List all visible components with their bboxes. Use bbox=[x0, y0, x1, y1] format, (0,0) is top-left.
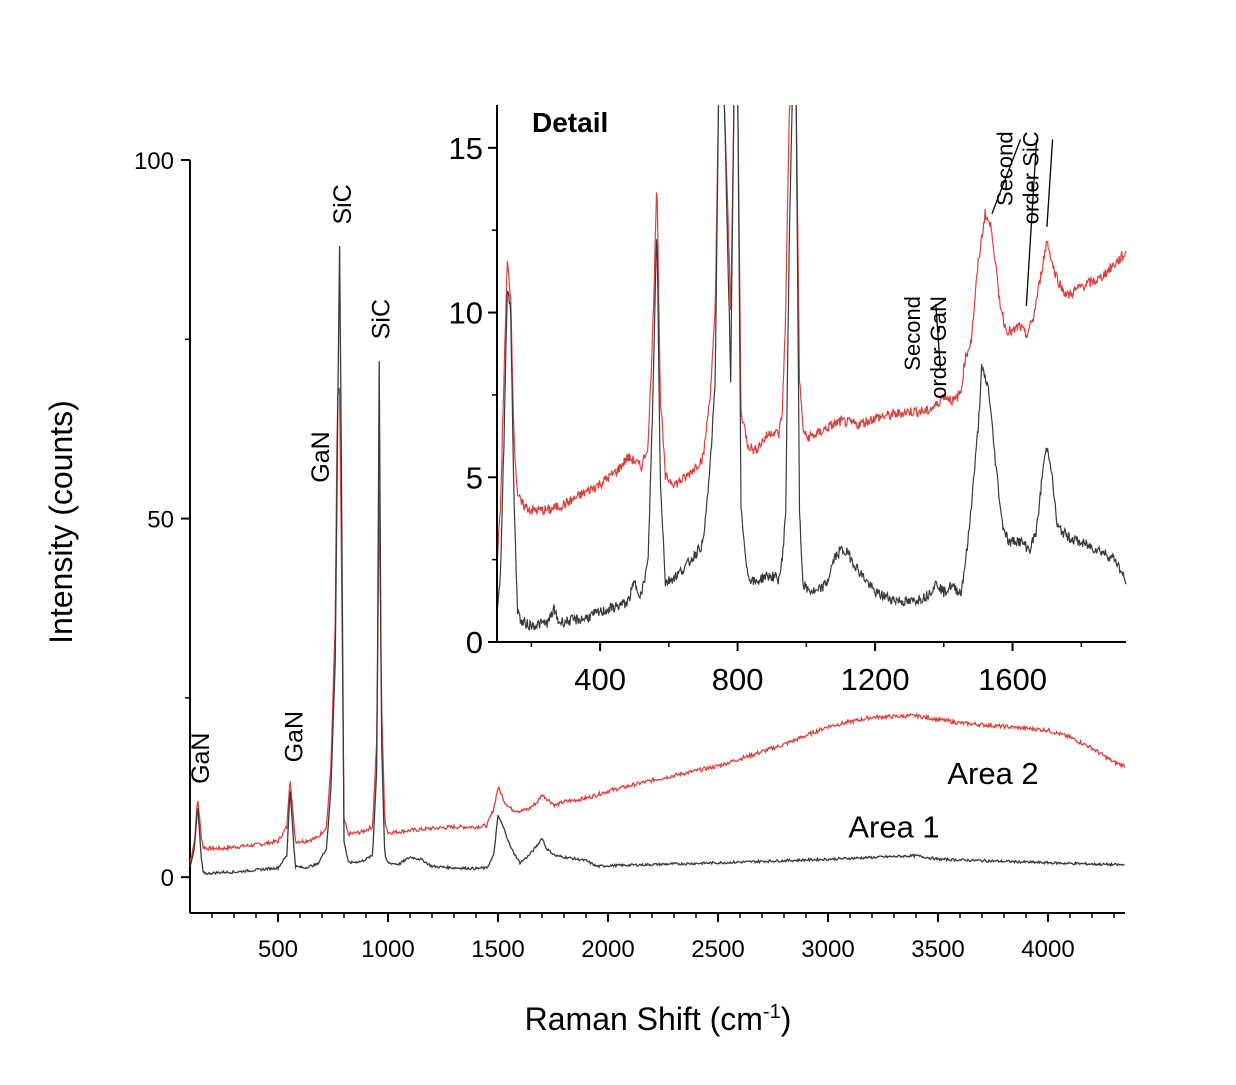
inset-series-area-1 bbox=[496, 74, 1127, 632]
annotation-line: Second bbox=[900, 296, 925, 371]
x-title-tail: ) bbox=[781, 1001, 792, 1037]
main-x-tick-label: 4000 bbox=[1021, 936, 1074, 963]
annotation-leader-sic bbox=[1046, 139, 1054, 227]
inset-series-area-2 bbox=[496, 76, 1127, 565]
main-x-axis-title: Raman Shift (cm-1) bbox=[525, 1001, 792, 1037]
inset-y-tick-label: 0 bbox=[466, 625, 483, 660]
annotation-leader-gan bbox=[935, 304, 942, 369]
area-label: Area 2 bbox=[947, 756, 1038, 791]
inset-y-ticks: 0 5 10 15 bbox=[449, 131, 497, 660]
main-y-tick-label: 0 bbox=[161, 865, 174, 892]
inset-title: Detail bbox=[532, 107, 608, 138]
inset-y-tick-label: 10 bbox=[449, 296, 483, 331]
peak-label: GaN bbox=[280, 711, 308, 762]
inset-mask-top bbox=[497, 60, 1137, 105]
annotation-line: Second bbox=[993, 131, 1018, 206]
main-y-ticks: 0 50 100 bbox=[134, 148, 190, 892]
area-label: Area 1 bbox=[848, 810, 939, 845]
inset-x-tick-label: 800 bbox=[712, 662, 764, 697]
main-y-tick-label: 50 bbox=[147, 507, 174, 534]
main-peak-labels: GaN GaN GaN SiC SiC bbox=[187, 184, 395, 784]
main-series-group bbox=[189, 245, 1126, 876]
main-x-tick-label: 2000 bbox=[581, 936, 634, 963]
annotation-leader-sic bbox=[991, 139, 1022, 214]
peak-label: GaN bbox=[307, 431, 335, 482]
peak-label: SiC bbox=[329, 184, 357, 224]
main-x-tick-label: 1500 bbox=[471, 936, 524, 963]
main-y-tick-label: 100 bbox=[134, 148, 174, 175]
main-x-tick-label: 1000 bbox=[361, 936, 414, 963]
main-x-tick-label: 500 bbox=[258, 936, 298, 963]
inset-x-tick-label: 1600 bbox=[978, 662, 1047, 697]
main-x-ticks: 500 1000 1500 2000 2500 3000 3500 4000 bbox=[211, 913, 1115, 963]
annotation-leader-sic bbox=[1025, 139, 1038, 307]
inset-y-tick-label: 5 bbox=[466, 460, 483, 495]
inset-background bbox=[497, 105, 1126, 642]
inset-x-tick-label: 1200 bbox=[841, 662, 910, 697]
main-series-area-1 bbox=[189, 245, 1125, 876]
main-y-axis-title: Intensity (counts) bbox=[43, 400, 79, 644]
inset-series-group bbox=[496, 74, 1127, 632]
x-title-sup: -1 bbox=[763, 1001, 781, 1023]
main-x-tick-label: 2500 bbox=[691, 936, 744, 963]
main-x-tick-label: 3500 bbox=[911, 936, 964, 963]
inset-y-tick-label: 15 bbox=[449, 131, 483, 166]
main-series-area-2 bbox=[189, 387, 1126, 863]
annotation-line: order SiC bbox=[1019, 131, 1044, 224]
inset-x-tick-label: 400 bbox=[574, 662, 626, 697]
peak-label: SiC bbox=[367, 299, 395, 339]
annotation-second-order-sic: Secondorder SiC bbox=[993, 131, 1044, 224]
inset-x-ticks: 400 800 1200 1600 bbox=[530, 642, 1083, 697]
main-x-tick-label: 3000 bbox=[801, 936, 854, 963]
peak-label: GaN bbox=[187, 733, 215, 784]
x-title-main: Raman Shift (cm bbox=[525, 1001, 763, 1037]
